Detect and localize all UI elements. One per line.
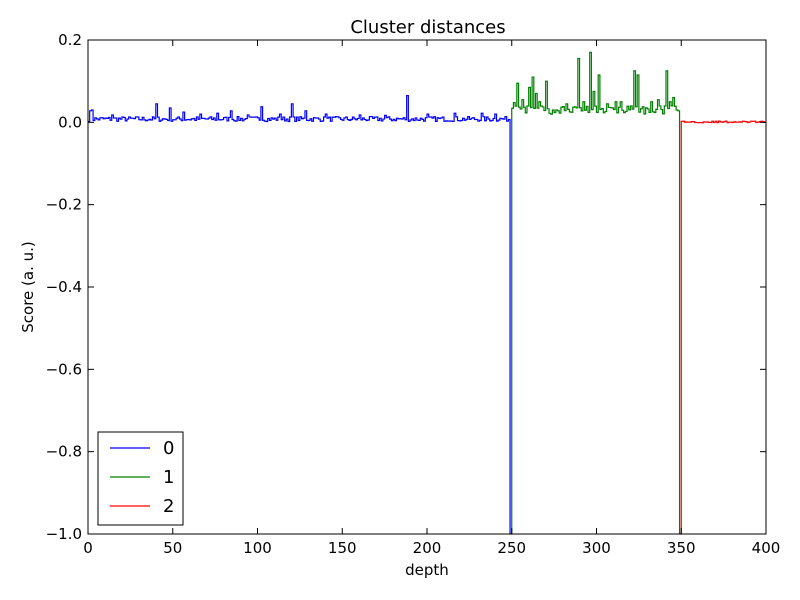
y-tick-label: 0.2	[58, 31, 82, 49]
x-tick-label: 200	[413, 539, 442, 557]
legend: 0 1 2	[97, 431, 184, 526]
x-tick-label: 150	[328, 539, 357, 557]
legend-label-1: 1	[163, 467, 174, 488]
x-tick-label: 250	[497, 539, 526, 557]
legend-label-0: 0	[163, 438, 174, 459]
plot-area: 0 50 100 150 200 250 300 350 400 −1.0 −0.8 −0.6 −0.4…	[46, 31, 781, 557]
tick-layer: 0 50 100 150 200 250 300 350 400 −1.0 −0.8 −0.6 −0.4…	[46, 31, 781, 557]
y-tick-label: −1.0	[46, 525, 82, 543]
x-axis-label: depth	[405, 561, 449, 579]
x-tick-label: 300	[582, 539, 611, 557]
series-line-1	[510, 51, 681, 535]
y-tick-label: −0.2	[46, 196, 82, 214]
x-tick-label: 100	[243, 539, 272, 557]
x-tick-label: 400	[752, 539, 781, 557]
y-axis-label: Score (a. u.)	[19, 241, 37, 333]
legend-label-2: 2	[163, 496, 174, 517]
axes-background	[88, 40, 766, 534]
series-line-0	[88, 94, 511, 534]
series-line-2	[679, 120, 766, 535]
x-tick-label: 350	[667, 539, 696, 557]
y-tick-label: −0.8	[46, 443, 82, 461]
y-tick-label: 0.0	[58, 113, 82, 131]
y-tick-label: −0.4	[46, 278, 82, 296]
chart-title: Cluster distances	[350, 17, 505, 38]
x-tick-label: 0	[83, 539, 93, 557]
x-tick-label: 50	[163, 539, 182, 557]
y-tick-label: −0.6	[46, 360, 82, 378]
series-layer	[88, 51, 766, 535]
